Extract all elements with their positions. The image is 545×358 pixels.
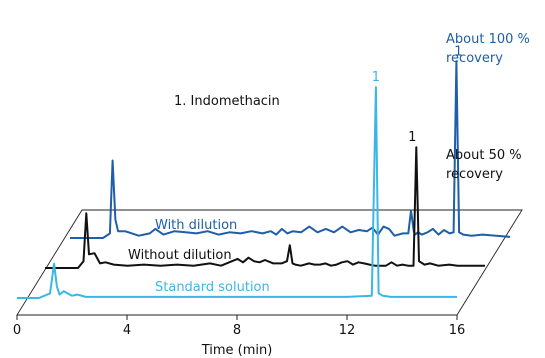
series-line-standard-solution [17,86,457,299]
series-label: With dilution [155,218,237,233]
peak-label: 1 [408,130,416,145]
peak-label: 1 [372,70,380,85]
series-label: Standard solution [155,280,270,295]
x-tick-label: 8 [233,323,241,338]
series-line-without-dilution [45,146,485,269]
recovery-note: recovery [446,167,503,182]
recovery-note: About 50 % [446,148,522,163]
x-axis-label: Time (min) [201,343,273,358]
series-label: Without dilution [128,248,232,263]
x-tick-label: 12 [339,323,356,338]
x-tick-label: 0 [13,323,21,338]
series-line-with-dilution [70,60,511,239]
recovery-note: recovery [446,51,503,66]
x-tick-label: 16 [449,323,466,338]
compound-annotation: 1. Indomethacin [174,94,280,109]
peak-label: 1 [454,44,462,59]
recovery-note: About 100 % [446,32,530,47]
x-tick-label: 4 [123,323,131,338]
